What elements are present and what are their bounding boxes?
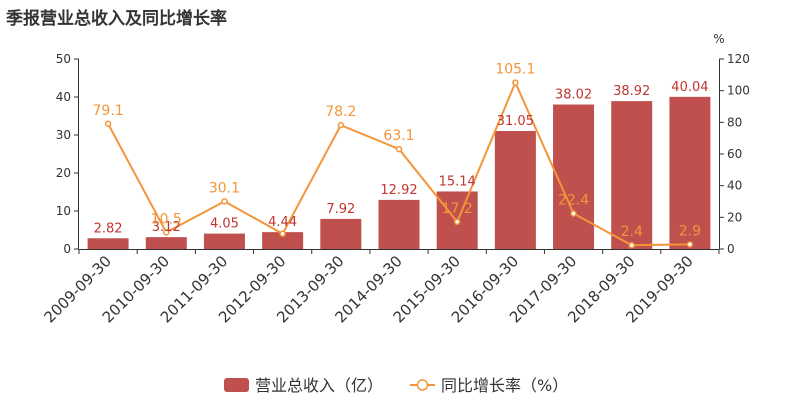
legend-label: 同比增长率（%） [441,376,568,395]
bar-value-label: 4.05 [210,217,239,232]
legend[interactable]: 营业总收入（亿） 同比增长率（%） [224,376,568,395]
bar-value-label: 2.82 [94,221,123,236]
bar-value-label: 7.92 [326,202,355,217]
line-point-2010-09-30 [163,229,170,236]
y-right-tick-label: 80 [727,115,742,129]
y-left-tick-label: 0 [63,242,71,256]
y-left-tick-label: 30 [56,128,71,142]
y-right-tick-label: 60 [727,147,742,161]
legend-bar-swatch [224,378,249,392]
bar-value-label: 4.44 [268,215,297,230]
line-point-2017-09-30 [570,210,577,217]
bar-2013-09-30 [320,218,362,249]
chart-title: 季报营业总收入及同比增长率 [6,9,227,29]
bar-value-label: 15.14 [439,174,476,189]
y-right-tick-label: 20 [727,210,742,224]
bar-2018-09-30 [611,101,653,249]
y-right-tick-label: 100 [727,84,750,98]
line-series [104,79,694,249]
bar-value-label: 38.92 [613,84,650,99]
line-point-2012-09-30 [279,230,286,238]
y-right-tick-label: 0 [727,242,735,256]
legend-item-growth[interactable]: 同比增长率（%） [410,376,568,395]
line-value-label: 79.1 [93,103,124,119]
bar-2014-09-30 [378,199,420,249]
bar-value-label: 31.05 [497,114,534,129]
y-right-tick-label: 40 [727,179,742,193]
bar-value-label: 38.02 [555,88,592,103]
line-point-2014-09-30 [395,145,403,153]
line-value-label: 105.1 [495,62,535,78]
y-right-unit: % [713,32,724,46]
y-right-tick-label: 120 [727,52,750,66]
y-left-tick-label: 20 [56,166,71,180]
legend-item-revenue[interactable]: 营业总收入（亿） [224,376,383,395]
line-value-label: 2.9 [679,223,701,239]
bar-series [87,96,711,250]
bar-2017-09-30 [553,104,595,249]
line-value-label: 30.1 [209,180,240,196]
line-value-label: 10.5 [151,211,182,227]
bar-2016-09-30 [494,131,536,249]
line-point-2018-09-30 [628,241,635,249]
line-point-2013-09-30 [337,121,345,129]
y-left-tick-label: 50 [56,52,71,66]
bar-2019-09-30 [669,96,711,250]
bar-2012-09-30 [262,232,304,249]
legend-line-marker [416,379,429,391]
bar-2009-09-30 [87,238,129,249]
bar-2010-09-30 [145,237,187,249]
bar-value-label: 3.12 [152,220,181,235]
line-value-label: 78.2 [325,104,356,120]
y-left-tick-label: 10 [56,204,71,218]
bar-2011-09-30 [203,233,245,249]
line-value-label: 22.4 [558,193,589,209]
line-point-2015-09-30 [453,218,461,226]
bar-value-label: 12.92 [380,183,417,198]
line-value-label: 63.1 [383,128,414,144]
y-left-tick-label: 40 [56,90,71,104]
line-point-2009-09-30 [104,120,112,128]
legend-label: 营业总收入（亿） [255,376,383,395]
line-point-2011-09-30 [221,198,228,205]
bar-value-label: 40.04 [671,80,708,95]
line-point-2016-09-30 [512,79,519,86]
line-value-label: 2.4 [621,224,643,240]
data-labels: 2.82 3.12 4.05 4.44 7.92 12.92 15.14 31.05 38.02… [93,62,709,241]
line-point-2019-09-30 [686,241,694,248]
line-value-label: 17.2 [442,201,473,217]
